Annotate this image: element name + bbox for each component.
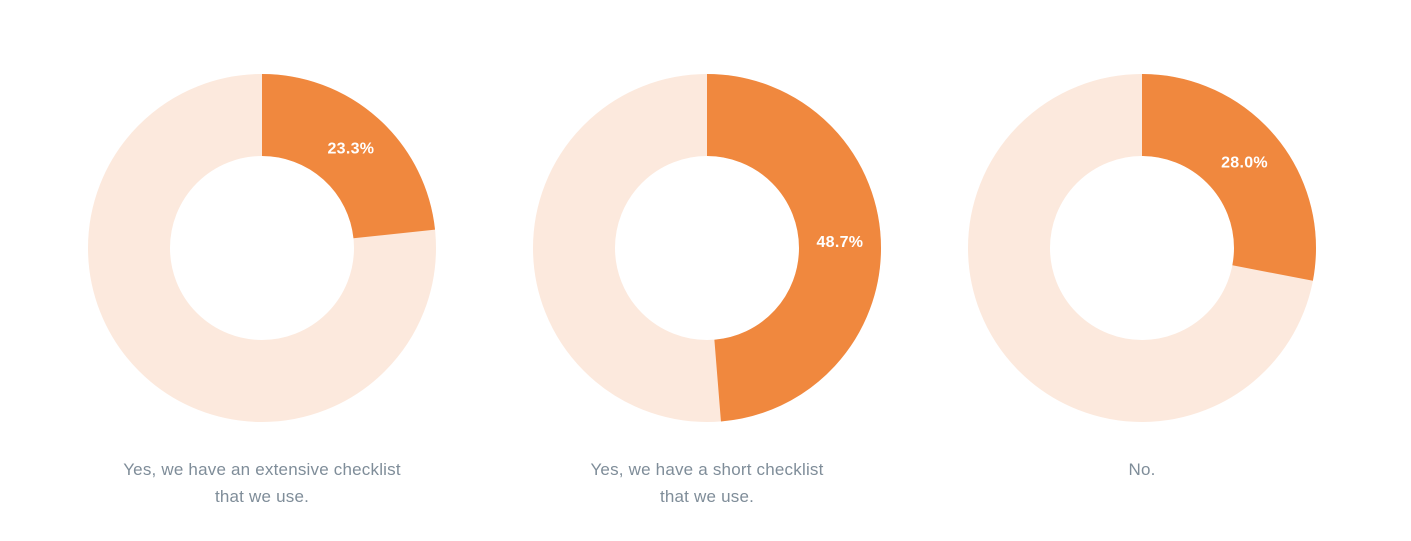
- caption-line: Yes, we have an extensive checklist: [123, 460, 401, 479]
- donut-value-label: 28.0%: [1221, 155, 1268, 172]
- caption-line: Yes, we have a short checklist: [590, 460, 824, 479]
- donut-value-arc: [533, 74, 881, 422]
- caption-line: that we use.: [214, 487, 310, 506]
- donut-value-arc: [968, 74, 1316, 422]
- donut-value-arc: [88, 74, 436, 422]
- donut-caption: Yes, we have a short checklist that we u…: [467, 456, 947, 510]
- donut-caption: No.: [902, 456, 1382, 483]
- caption-line: that we use.: [659, 487, 755, 506]
- donut-chart-short-checklist: 48.7% Yes, we have a short checklist tha…: [533, 74, 881, 506]
- donut-caption: Yes, we have an extensive checklist that…: [22, 456, 502, 510]
- donut-chart-extensive-checklist: 23.3% Yes, we have an extensive checklis…: [88, 74, 436, 506]
- caption-line: No.: [1128, 460, 1156, 479]
- donut-value-label: 23.3%: [327, 141, 374, 158]
- donut-svg: 28.0%: [968, 74, 1316, 422]
- donut-svg: 23.3%: [88, 74, 436, 422]
- donut-value-label: 48.7%: [816, 234, 863, 251]
- donut-chart-no: 28.0% No.: [968, 74, 1316, 479]
- donut-svg: 48.7%: [533, 74, 881, 422]
